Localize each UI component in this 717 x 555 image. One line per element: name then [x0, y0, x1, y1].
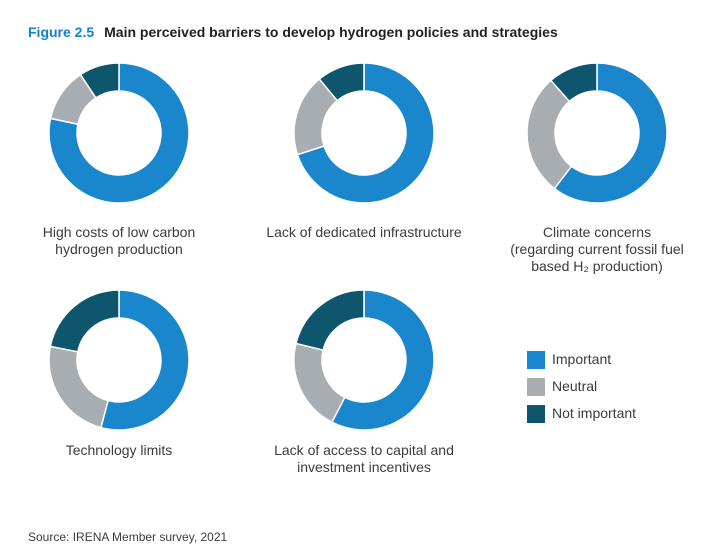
slice-not-important [549, 62, 598, 103]
slice-not-important [295, 289, 365, 352]
chart-label-line: (regarding current fossil fuel [510, 241, 684, 257]
chart-label-line: High costs of low carbon [42, 224, 196, 240]
slice-neutral [293, 342, 346, 424]
chart-label-line: Lack of access to capital and [274, 442, 454, 458]
figure-title: Figure 2.5 Main perceived barriers to dev… [28, 24, 558, 40]
chart-label-line: based H₂ production) [531, 258, 663, 274]
chart-label-line: investment incentives [297, 459, 431, 475]
chart-label-line: Technology limits [65, 442, 173, 458]
chart-label: Lack of dedicated infrastructure [254, 224, 474, 241]
slice-important [48, 62, 190, 204]
legend-swatch-not-important [527, 405, 545, 423]
slice-not-important [49, 289, 120, 353]
legend-label-neutral: Neutral [552, 378, 598, 394]
slice-important [296, 62, 435, 204]
slice-not-important [79, 62, 120, 99]
chart-label: Technology limits [9, 442, 229, 459]
legend-swatch-important [527, 351, 545, 369]
legend-swatch-neutral [527, 378, 545, 396]
slice-important [553, 62, 668, 204]
slice-not-important [318, 62, 365, 102]
chart-label: Climate concerns (regarding current fossi… [487, 224, 707, 275]
source-note: Source: IRENA Member survey, 2021 [28, 530, 228, 544]
slice-important [99, 289, 190, 431]
figure-number: Figure 2.5 [28, 24, 95, 40]
figure-title-text: Main perceived barriers to develop hydro… [104, 24, 558, 40]
legend-label-important: Important [552, 351, 612, 367]
legend-label-not-important: Not important [552, 405, 637, 421]
chart-label: High costs of low carbon hydrogen product… [9, 224, 229, 258]
chart-label: Lack of access to capital and investment … [254, 442, 474, 476]
chart-label-line: hydrogen production [55, 241, 183, 257]
slice-important [330, 289, 435, 431]
chart-label-line: Climate concerns [542, 224, 652, 240]
chart-label-line: Lack of dedicated infrastructure [266, 224, 462, 240]
